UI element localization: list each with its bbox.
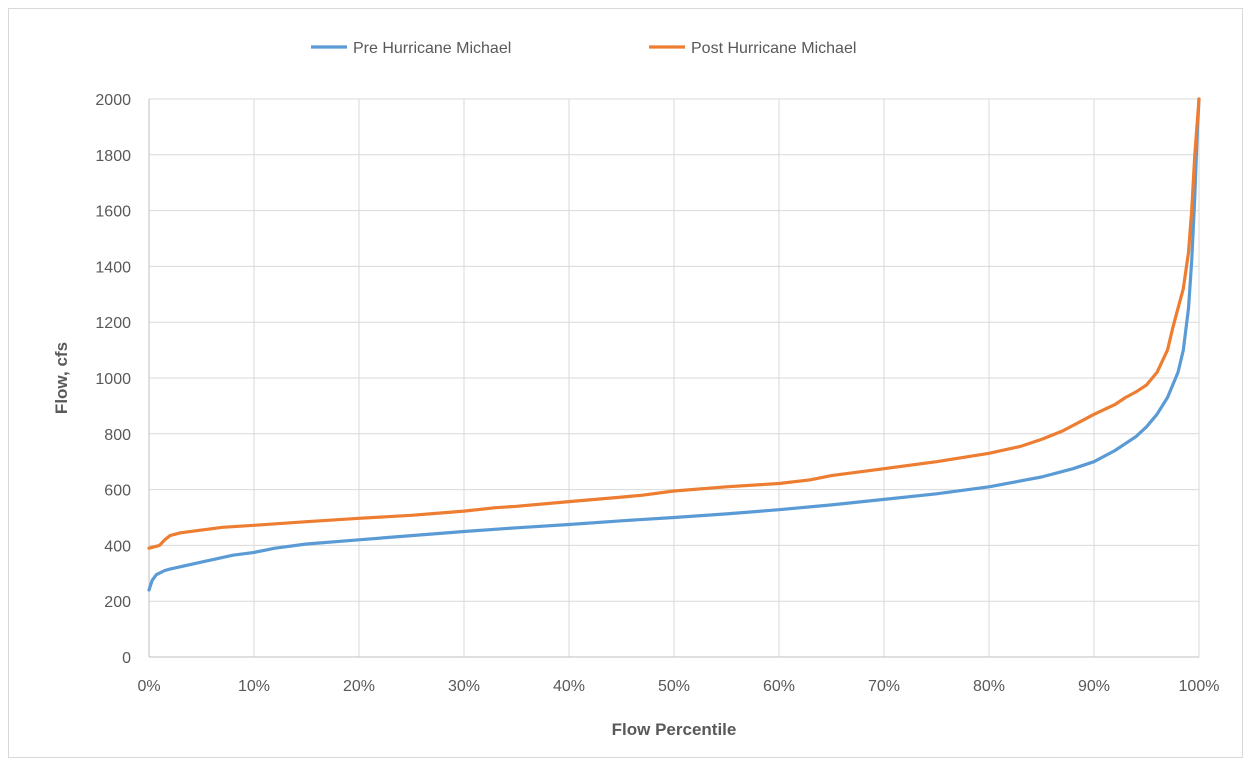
y-tick-label: 1200 [95, 315, 131, 332]
x-tick-label: 20% [343, 678, 375, 695]
legend-label: Pre Hurricane Michael [353, 40, 511, 57]
x-tick-label: 40% [553, 678, 585, 695]
axes: 0 200 400 600 800 1000 1200 1400 1600 1800 2000 0% 1… [95, 92, 1219, 695]
y-tick-label: 600 [104, 483, 131, 500]
x-tick-label: 90% [1078, 678, 1110, 695]
y-tick-label: 1800 [95, 148, 131, 165]
y-tick-label: 2000 [95, 92, 131, 109]
y-tick-label: 1000 [95, 371, 131, 388]
x-tick-label: 70% [868, 678, 900, 695]
y-tick-label: 0 [122, 650, 131, 667]
y-tick-label: 400 [104, 538, 131, 555]
series-line-pre [147, 97, 1201, 592]
y-axis-title: Flow, cfs [52, 342, 71, 414]
x-tick-label: 0% [137, 678, 160, 695]
legend-label: Post Hurricane Michael [691, 40, 856, 57]
y-tick-label: 1400 [95, 259, 131, 276]
y-tick-label: 200 [104, 594, 131, 611]
x-tick-label: 100% [1179, 678, 1220, 695]
x-axis-title: Flow Percentile [612, 720, 737, 739]
x-tick-label: 80% [973, 678, 1005, 695]
gridlines [149, 98, 1200, 657]
series-lines [147, 97, 1201, 592]
y-tick-label: 1600 [95, 204, 131, 221]
flow-duration-chart: 0 200 400 600 800 1000 1200 1400 1600 1800 2000 0% 1… [52, 40, 1219, 739]
series-line-post [147, 97, 1201, 550]
legend: Pre Hurricane Michael Post Hurricane Mich… [311, 40, 856, 57]
x-tick-label: 30% [448, 678, 480, 695]
y-tick-label: 800 [104, 427, 131, 444]
x-tick-label: 60% [763, 678, 795, 695]
x-tick-label: 10% [238, 678, 270, 695]
chart-frame: 0 200 400 600 800 1000 1200 1400 1600 1800 2000 0% 1… [8, 8, 1243, 758]
x-tick-label: 50% [658, 678, 690, 695]
